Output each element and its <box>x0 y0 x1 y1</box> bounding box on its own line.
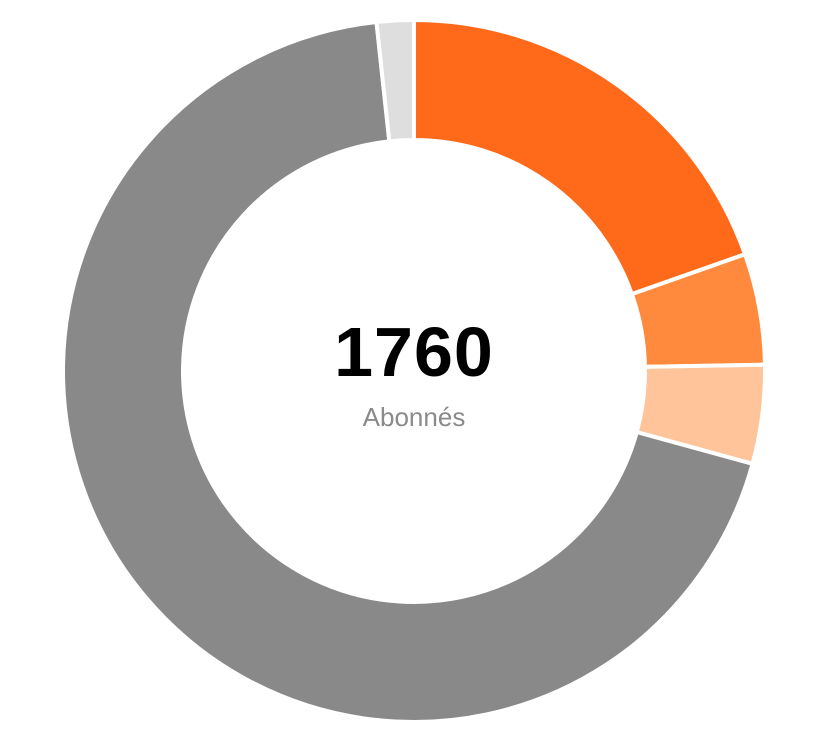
total-subscribers-value: 1760 <box>334 313 494 391</box>
total-subscribers-label: Abonnés <box>362 402 466 432</box>
donut-slice-1 <box>412 17 748 297</box>
donut-slice-4 <box>61 19 755 724</box>
donut-slice-5 <box>374 17 416 144</box>
